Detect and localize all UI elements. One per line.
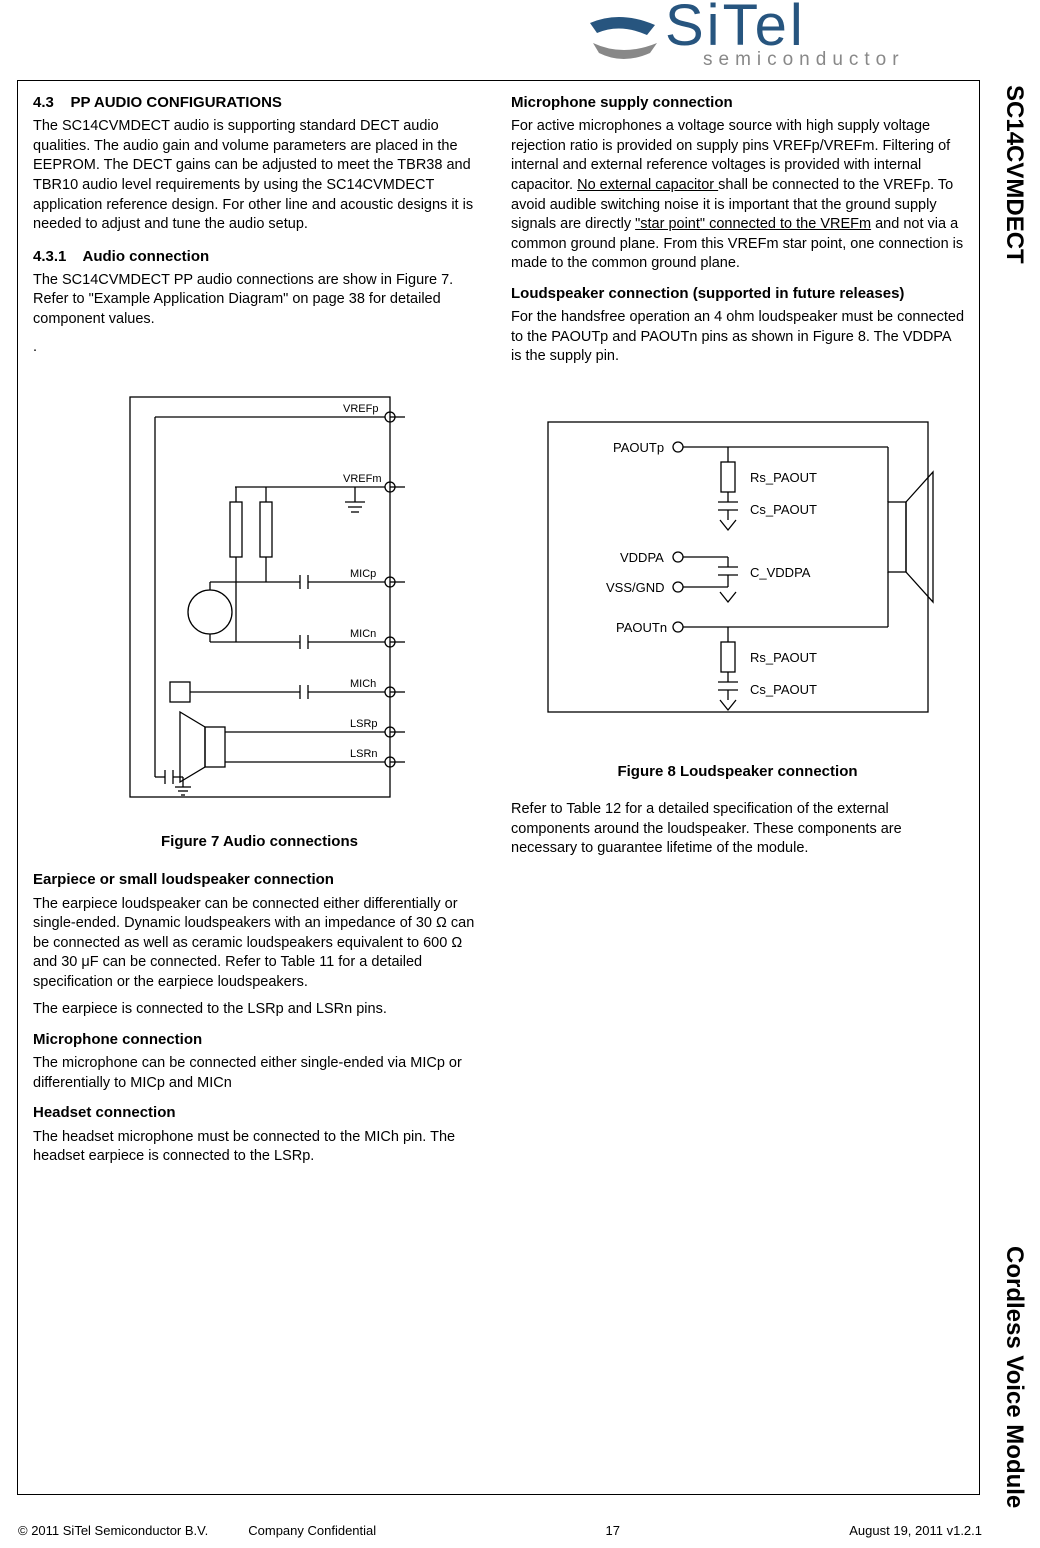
pin-label: PAOUTp — [613, 440, 664, 455]
component-label: Rs_PAOUT — [750, 650, 817, 665]
subsection-heading: 4.3.1 Audio connection — [33, 247, 486, 267]
component-label: C_VDDPA — [750, 565, 811, 580]
left-column: 4.3 PP AUDIO CONFIGURATIONS The SC14CVMD… — [33, 93, 486, 1482]
pin-label: VSS/GND — [606, 580, 665, 595]
pin-label: LSRp — [350, 718, 378, 730]
section-title: PP AUDIO CONFIGURATIONS — [71, 94, 282, 111]
subsection-number: 4.3.1 — [33, 248, 66, 265]
pin-label: MICp — [350, 568, 376, 580]
paragraph: The earpiece loudspeaker can be connecte… — [33, 895, 486, 993]
component-label: Cs_PAOUT — [750, 502, 817, 517]
side-label-product: SC14CVMDECT — [998, 85, 1030, 264]
figure-8-caption: Figure 8 Loudspeaker connection — [511, 762, 964, 782]
topic-heading: Microphone connection — [33, 1030, 486, 1050]
section-number: 4.3 — [33, 94, 54, 111]
paragraph: The earpiece is connected to the LSRp an… — [33, 1000, 486, 1020]
figure-8-diagram: PAOUTp Rs_PAOUT Cs_PAOUT VDDPA C_VDDPA V… — [518, 402, 958, 742]
pin-label: VREFp — [343, 403, 378, 415]
paragraph: The SC14CVMDECT audio is supporting stan… — [33, 117, 486, 234]
pin-label: LSRn — [350, 748, 378, 760]
content-frame: 4.3 PP AUDIO CONFIGURATIONS The SC14CVMD… — [17, 80, 980, 1495]
section-heading: 4.3 PP AUDIO CONFIGURATIONS — [33, 93, 486, 113]
topic-heading: Headset connection — [33, 1103, 486, 1123]
logo-swoosh-icon — [585, 15, 663, 60]
text-underline: No external capacitor — [577, 177, 718, 193]
subsection-title: Audio connection — [83, 248, 210, 265]
pin-label: MICn — [350, 628, 376, 640]
topic-heading: Loudspeaker connection (supported in fut… — [511, 284, 964, 304]
footer-confidential: Company Confidential — [248, 1522, 376, 1540]
logo: SiTel semiconductor — [585, 5, 965, 65]
footer-page-number: 17 — [605, 1522, 619, 1540]
logo-subtext: semiconductor — [703, 47, 905, 73]
paragraph: . — [33, 338, 486, 358]
text-underline: "star point" connected to the VREFm — [635, 216, 871, 232]
paragraph: For the handsfree operation an 4 ohm lou… — [511, 308, 964, 367]
footer-copyright: © 2011 SiTel Semiconductor B.V. — [18, 1522, 208, 1540]
component-label: Rs_PAOUT — [750, 470, 817, 485]
paragraph: The microphone can be connected either s… — [33, 1054, 486, 1093]
paragraph: The SC14CVMDECT PP audio connections are… — [33, 271, 486, 330]
figure-7-diagram: VREFp VREFm MICp MICn MICh LSRp LSRn — [95, 382, 425, 812]
figure-7-caption: Figure 7 Audio connections — [33, 832, 486, 852]
topic-heading: Microphone supply connection — [511, 93, 964, 113]
paragraph: For active microphones a voltage source … — [511, 117, 964, 274]
paragraph: Refer to Table 12 for a detailed specifi… — [511, 800, 964, 859]
pin-label: VREFm — [343, 473, 382, 485]
paragraph: The headset microphone must be connected… — [33, 1128, 486, 1167]
page: SiTel semiconductor SC14CVMDECT Cordless… — [0, 0, 1040, 1548]
side-label-module: Cordless Voice Module — [998, 1246, 1030, 1508]
topic-heading: Earpiece or small loudspeaker connection — [33, 870, 486, 890]
page-footer: © 2011 SiTel Semiconductor B.V. Company … — [0, 1522, 1000, 1540]
component-label: Cs_PAOUT — [750, 682, 817, 697]
right-column: Microphone supply connection For active … — [511, 93, 964, 1482]
pin-label: MICh — [350, 678, 376, 690]
pin-label: PAOUTn — [616, 620, 667, 635]
footer-date: August 19, 2011 v1.2.1 — [849, 1522, 982, 1540]
pin-label: VDDPA — [620, 550, 664, 565]
